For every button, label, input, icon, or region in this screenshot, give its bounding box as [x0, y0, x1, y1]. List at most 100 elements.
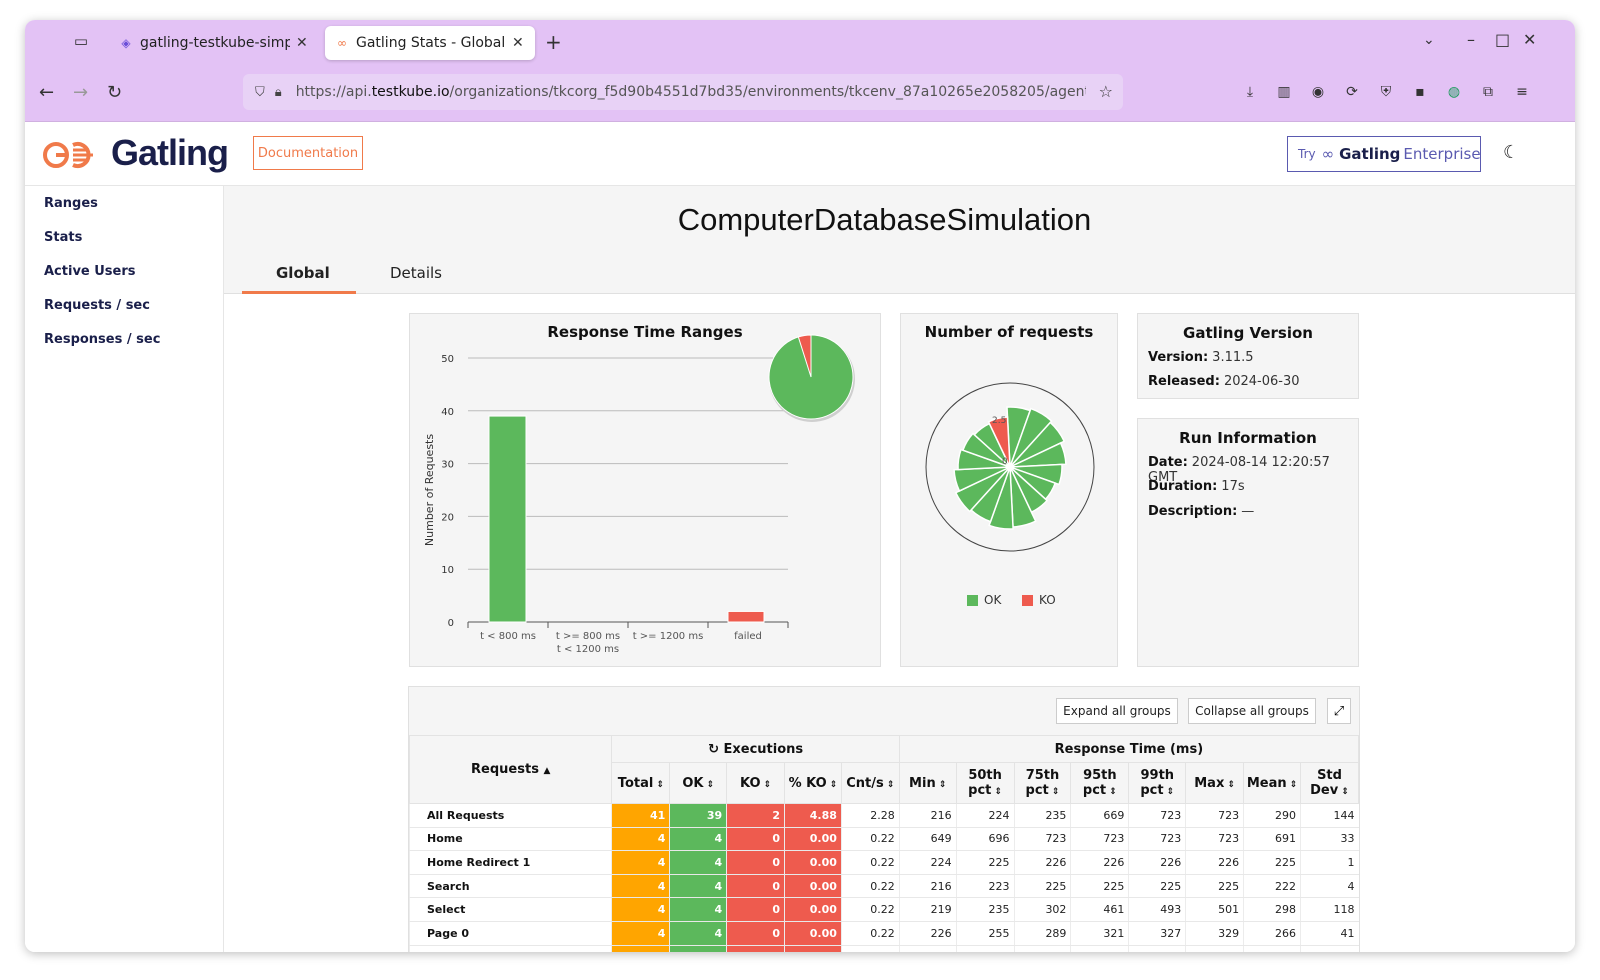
sidebar-item-responses-sec[interactable]: Responses / sec	[44, 332, 161, 347]
legend-ok-swatch	[967, 594, 978, 606]
tab-bar: ▭ ◈ gatling-testkube-simple | ✕ ∞ Gatlin…	[25, 20, 1575, 66]
minimize-icon[interactable]: –	[1467, 30, 1475, 49]
table-cell: 118	[1300, 897, 1359, 922]
legend-ko[interactable]: KO	[1022, 593, 1056, 607]
bitwarden-icon[interactable]: ⛨	[1380, 84, 1392, 100]
expand-all-groups-button[interactable]: Expand all groups	[1056, 698, 1178, 724]
table-row[interactable]: Select 4 4 0 0.00 0.22 219 235 302 461 493 501 298 11…	[409, 897, 1359, 922]
table-cell: 0	[726, 827, 785, 852]
sidebar-item-requests-sec[interactable]: Requests / sec	[44, 298, 150, 313]
response-time-ranges-card: Response Time Ranges 0 10 20 30 40 50 Number o…	[409, 313, 881, 667]
menu-icon[interactable]: ≡	[1516, 84, 1528, 100]
table-cell: 0.22	[840, 921, 900, 946]
table-row[interactable]: Home 4 4 0 0.00 0.22 649 696 723 723 723 723 691 33	[409, 827, 1359, 852]
tab-gatling-stats[interactable]: ∞ Gatling Stats - Global Info ✕	[325, 26, 535, 60]
table-cell: 222	[1243, 874, 1301, 899]
table-cell: 0.22	[840, 874, 900, 899]
try-enterprise-button[interactable]: Try ∞ Gatling Enterprise	[1287, 136, 1481, 172]
close-tab-icon[interactable]: ✕	[512, 35, 524, 51]
download-icon[interactable]: ⤓	[1246, 84, 1254, 100]
column-header[interactable]: 95th pct ⇕	[1070, 762, 1130, 804]
x-tick-label: t >= 1200 ms	[633, 631, 704, 642]
sort-asc-icon: ▲	[543, 766, 551, 776]
tab-list-icon[interactable]: ▭	[73, 32, 89, 50]
column-header[interactable]: Cnt/s ⇕	[840, 762, 900, 804]
table-row[interactable]: Search 4 4 0 0.00 0.22 216 223 225 225 225 225 222 4	[409, 874, 1359, 899]
lock-icon[interactable]: 🔒︎	[274, 84, 282, 100]
column-header[interactable]: Total ⇕	[611, 762, 671, 804]
legend-ok[interactable]: OK	[967, 593, 1001, 607]
collapse-all-groups-button[interactable]: Collapse all groups	[1188, 698, 1316, 724]
column-header[interactable]: % KO ⇕	[784, 762, 842, 804]
grammarly-icon[interactable]: ◍	[1447, 84, 1461, 100]
polar-wedge-ok	[1009, 463, 1063, 486]
url-text[interactable]: https://api.testkube.io/organizations/tk…	[295, 84, 1086, 100]
column-header-label: 95th pct	[1082, 768, 1117, 798]
documentation-button[interactable]: Documentation	[253, 136, 363, 170]
extensions-icon[interactable]: ⧉	[1483, 84, 1493, 100]
chevron-down-icon[interactable]: ⌄	[1423, 32, 1435, 48]
column-header[interactable]: KO ⇕	[726, 762, 786, 804]
forward-icon[interactable]: →	[73, 82, 89, 103]
close-window-icon[interactable]: ✕	[1523, 30, 1537, 49]
request-name: Search	[409, 874, 612, 899]
column-header[interactable]: Max ⇕	[1185, 762, 1245, 804]
column-header[interactable]: Min ⇕	[898, 762, 957, 804]
run-information-card: Run Information Date: 2024-08-14 12:20:57…	[1137, 418, 1359, 667]
dark-mode-moon-icon[interactable]: ☾	[1503, 142, 1520, 163]
polar-tick-label: 2.5	[992, 416, 1006, 426]
column-header[interactable]: Mean ⇕	[1243, 762, 1302, 804]
table-cell: 4.88	[784, 803, 842, 828]
tab-details[interactable]: Details	[390, 264, 443, 282]
sidebar-item-ranges[interactable]: Ranges	[44, 196, 98, 211]
url-bar[interactable]: ⛉ 🔒︎ https://api.testkube.io/organizatio…	[243, 74, 1123, 110]
sidebar-item-stats[interactable]: Stats	[44, 230, 83, 245]
request-name: Page 1	[409, 945, 612, 952]
column-header[interactable]: 50th pct ⇕	[955, 762, 1015, 804]
request-name: Select	[409, 897, 612, 922]
table-cell: 222	[1243, 945, 1301, 952]
duration-row: Duration: 17s	[1148, 479, 1245, 494]
request-name: Home Redirect 1	[409, 850, 612, 875]
chart-title: Response Time Ranges	[547, 323, 743, 341]
table-row[interactable]: Page 0 4 4 0 0.00 0.22 226 255 289 321 327 329 266 41	[409, 921, 1359, 946]
reload-icon[interactable]: ↻	[107, 82, 123, 103]
column-header[interactable]: Std Dev ⇕	[1300, 762, 1359, 804]
tab-gatling-testkube[interactable]: ◈ gatling-testkube-simple | ✕	[109, 26, 319, 60]
account-icon[interactable]: ◉	[1311, 84, 1325, 100]
new-tab-icon[interactable]: +	[545, 30, 562, 54]
table-cell: 225	[1243, 850, 1301, 875]
maximize-icon[interactable]: □	[1495, 30, 1511, 49]
table-cell: 298	[1243, 897, 1301, 922]
table-row[interactable]: Home Redirect 1 4 4 0 0.00 0.22 224 225 226 226 22…	[409, 850, 1359, 875]
column-header[interactable]: OK ⇕	[669, 762, 728, 804]
sidebar-item-active-users[interactable]: Active Users	[44, 264, 136, 279]
password-icon[interactable]: ▪	[1415, 84, 1425, 100]
table-cell: 219	[898, 897, 957, 922]
back-icon[interactable]: ←	[39, 82, 55, 103]
reader-view-icon[interactable]: ▥	[1277, 84, 1291, 100]
tab-global[interactable]: Global	[276, 264, 330, 282]
fullscreen-icon[interactable]: ⤢	[1327, 698, 1351, 724]
column-header[interactable]: 99th pct ⇕	[1128, 762, 1187, 804]
close-tab-icon[interactable]: ✕	[296, 35, 308, 51]
table-row[interactable]: All Requests 41 39 2 4.88 2.28 216 224 235 669 723…	[409, 803, 1359, 828]
simulation-title: ComputerDatabaseSimulation	[677, 202, 1092, 237]
table-cell: 723	[1128, 827, 1186, 852]
table-cell: 0	[726, 945, 785, 952]
active-tab-underline	[242, 291, 356, 294]
x-tick-label: t < 1200 ms	[557, 644, 619, 655]
table-cell: 723	[1185, 827, 1244, 852]
table-cell: 723	[1070, 827, 1129, 852]
column-header[interactable]: 75th pct ⇕	[1013, 762, 1072, 804]
polar-wedge-ok	[1009, 421, 1066, 468]
sync-icon[interactable]: ⟳	[1346, 84, 1358, 100]
requests-header[interactable]: Requests ▲	[409, 735, 613, 804]
bookmark-star-icon[interactable]: ☆	[1098, 82, 1113, 101]
shield-icon[interactable]: ⛉	[255, 84, 265, 100]
table-cell: 224	[898, 850, 957, 875]
polar-wedge-ok	[953, 466, 1011, 492]
request-name: Home	[409, 827, 612, 852]
sort-icon: ⇕	[1338, 787, 1349, 797]
